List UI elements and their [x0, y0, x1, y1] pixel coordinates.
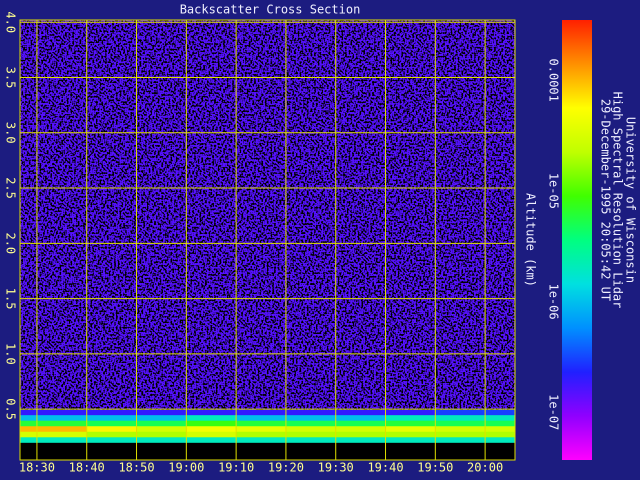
heatmap-cell — [285, 436, 337, 443]
heatmap-cell — [385, 425, 436, 432]
y-axis-title: Altitude (km) — [524, 193, 538, 287]
heatmap-cell — [236, 409, 287, 416]
note: High Spectral Resolution Lidar — [611, 92, 625, 309]
heatmap-cell — [335, 431, 387, 438]
colorbar-tick-label: 1e-07 — [547, 394, 561, 430]
heatmap-cell — [86, 431, 138, 438]
heatmap-cell — [285, 420, 337, 427]
heatmap-cell — [285, 409, 337, 416]
y-tick-label: 4.0 — [4, 11, 18, 33]
y-tick-label: 3.5 — [4, 67, 18, 89]
heatmap-cell — [136, 431, 187, 438]
heatmap-cell — [435, 420, 486, 427]
heatmap-cell — [435, 431, 486, 438]
heatmap-cell — [485, 425, 516, 432]
heatmap-cell — [385, 414, 436, 421]
y-tick-label: 1.5 — [4, 288, 18, 310]
heatmap-cell — [485, 431, 516, 438]
colorbar-tick-label: 1e-06 — [547, 283, 561, 319]
y-tick-label: 2.5 — [4, 177, 18, 199]
heatmap-cell — [285, 431, 337, 438]
heatmap-cell — [485, 420, 516, 427]
colorbar — [562, 20, 592, 460]
heatmap-cell — [285, 425, 337, 432]
heatmap-cell — [186, 436, 237, 443]
x-tick-label: 18:50 — [118, 461, 154, 475]
heatmap-cell — [335, 436, 387, 443]
axes: 18:30 18:40 18:50 19:00 19:10 19:20 19:30 19:40… — [4, 11, 592, 475]
heatmap-cell — [485, 409, 516, 416]
heatmap-cell — [20, 409, 88, 416]
heatmap-cell — [186, 409, 237, 416]
heatmap-cell — [20, 425, 88, 432]
chart-title: Backscatter Cross Section — [180, 3, 361, 17]
colorbar-tick-label: 1e-05 — [547, 173, 561, 209]
heatmap-cell — [435, 425, 486, 432]
heatmap-cell — [20, 431, 88, 438]
y-tick-label: 2.0 — [4, 232, 18, 254]
heatmap-cell — [136, 420, 187, 427]
heatmap-cell — [385, 436, 436, 443]
heatmap-cell — [236, 420, 287, 427]
heatmap-cell — [435, 436, 486, 443]
heatmap-cell — [86, 409, 138, 416]
colorbar-tick-label: 0.0001 — [547, 59, 561, 102]
heatmap-cell — [385, 409, 436, 416]
y-tick-label: 0.5 — [4, 398, 18, 420]
heatmap-cell — [86, 436, 138, 443]
heatmap-cell — [136, 409, 187, 416]
heatmap-cell — [186, 414, 237, 421]
heatmap-cell — [186, 425, 237, 432]
x-tick-label: 19:20 — [268, 461, 304, 475]
heatmap-cell — [236, 431, 287, 438]
heatmap-cell — [335, 409, 387, 416]
y-tick-label: 1.0 — [4, 343, 18, 365]
heatmap-cell — [236, 414, 287, 421]
y-tick-label: 3.0 — [4, 122, 18, 144]
heatmap-cell — [20, 414, 88, 421]
heatmap-cell — [20, 436, 88, 443]
heatmap-cell — [136, 436, 187, 443]
heatmap-cell — [236, 436, 287, 443]
x-tick-label: 19:10 — [218, 461, 254, 475]
heatmap-cell — [435, 414, 486, 421]
x-tick-label: 19:40 — [367, 461, 403, 475]
x-tick-label: 19:30 — [318, 461, 354, 475]
heatmap-cell — [136, 425, 187, 432]
heatmap-cell — [485, 414, 516, 421]
heatmap-cell — [86, 425, 138, 432]
x-tick-label: 18:30 — [19, 461, 55, 475]
heatmap-cell — [435, 409, 486, 416]
plot-frame — [19, 19, 516, 461]
x-tick-label: 18:40 — [69, 461, 105, 475]
heatmap-cell — [236, 425, 287, 432]
heatmap-cell — [86, 414, 138, 421]
heatmap-cell — [485, 436, 516, 443]
note: 29-December-1995 20:05:42 UT — [599, 99, 613, 301]
heatmap-cell — [385, 420, 436, 427]
heatmap-cell — [285, 414, 337, 421]
heatmap-cell — [20, 420, 88, 427]
heatmap-cell — [186, 420, 237, 427]
heatmap-cell — [335, 425, 387, 432]
note: University of Wisconsin — [624, 117, 638, 283]
heatmap-cell — [335, 420, 387, 427]
heatmap-cell — [385, 431, 436, 438]
heatmap-cell — [335, 414, 387, 421]
speckle-texture — [20, 20, 515, 410]
x-tick-label: 20:00 — [467, 461, 503, 475]
heatmap-cell — [186, 431, 237, 438]
x-tick-label: 19:00 — [168, 461, 204, 475]
x-tick-label: 19:50 — [417, 461, 453, 475]
heatmap-cell — [86, 420, 138, 427]
heatmap-cell — [136, 414, 187, 421]
